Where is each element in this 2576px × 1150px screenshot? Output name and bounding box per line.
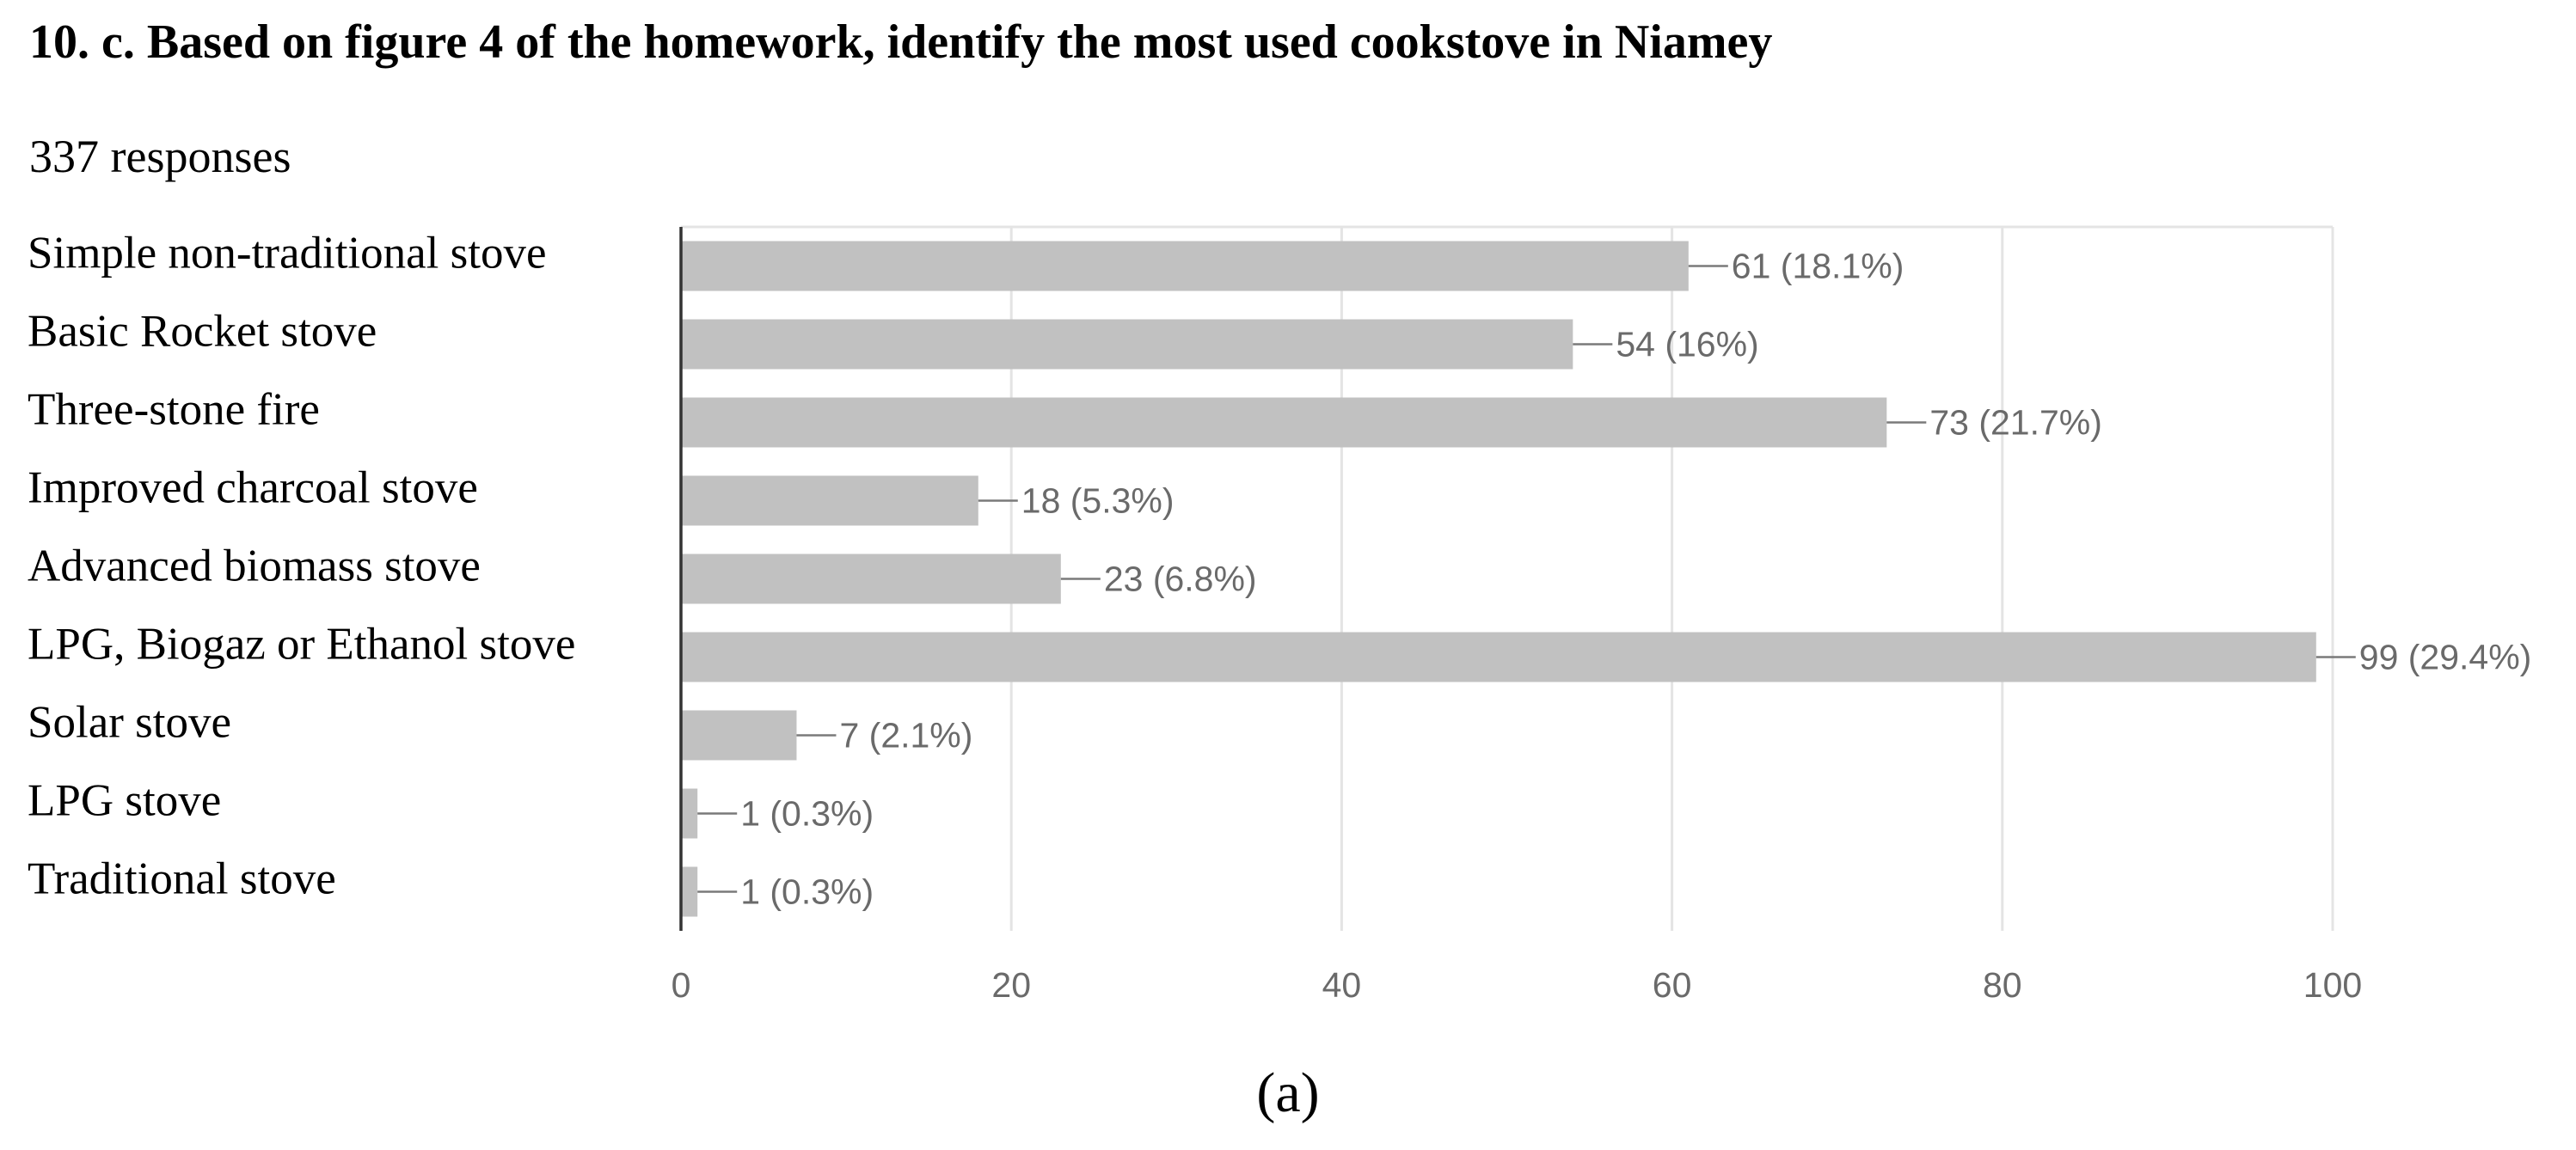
bar <box>681 397 1887 448</box>
bar <box>681 475 978 526</box>
bar <box>681 788 698 839</box>
category-label: Solar stove <box>28 698 231 748</box>
x-tick-label: 100 <box>2303 965 2362 1005</box>
category-label: Traditional stove <box>28 854 336 904</box>
bar <box>681 241 1689 291</box>
chart-title: 10. c. Based on figure 4 of the homework… <box>29 15 1773 69</box>
x-tick-label: 60 <box>1653 965 1692 1005</box>
x-tick-label: 20 <box>991 965 1031 1005</box>
bar <box>681 632 2316 682</box>
bar <box>681 554 1061 604</box>
category-label: LPG stove <box>28 776 221 826</box>
data-label: 7 (2.1%) <box>839 716 972 755</box>
bar-chart: 0 20 40 60 80 100 61 (18.1%) Simple non-traditi… <box>28 225 2531 1006</box>
panel-label: (a) <box>1256 1061 1320 1124</box>
category-label: Three-stone fire <box>28 385 320 435</box>
bar <box>681 866 698 917</box>
data-label: 1 (0.3%) <box>740 872 874 912</box>
bars <box>681 241 2316 917</box>
data-label: 61 (18.1%) <box>1732 247 1904 286</box>
bar <box>681 319 1573 370</box>
data-label: 73 (21.7%) <box>1929 403 2102 443</box>
category-label: Improved charcoal stove <box>28 463 478 513</box>
data-label: 99 (29.4%) <box>2359 638 2532 677</box>
data-label: 54 (16%) <box>1616 325 1758 364</box>
bar <box>681 710 797 761</box>
x-tick-label: 0 <box>672 965 691 1005</box>
category-label: Simple non-traditional stove <box>28 229 547 278</box>
category-label: Basic Rocket stove <box>28 307 377 357</box>
labels: 0 20 40 60 80 100 61 (18.1%) Simple non-traditi… <box>28 229 2531 1006</box>
x-tick-label: 40 <box>1322 965 1362 1005</box>
grid-lines <box>681 225 2334 931</box>
data-label: 18 (5.3%) <box>1021 481 1175 521</box>
category-label: LPG, Biogaz or Ethanol stove <box>28 620 575 670</box>
data-label: 23 (6.8%) <box>1104 560 1257 599</box>
response-count: 337 responses <box>29 131 291 182</box>
x-tick-label: 80 <box>1983 965 2022 1005</box>
data-label: 1 (0.3%) <box>740 794 874 834</box>
category-label: Advanced biomass stove <box>28 541 481 591</box>
